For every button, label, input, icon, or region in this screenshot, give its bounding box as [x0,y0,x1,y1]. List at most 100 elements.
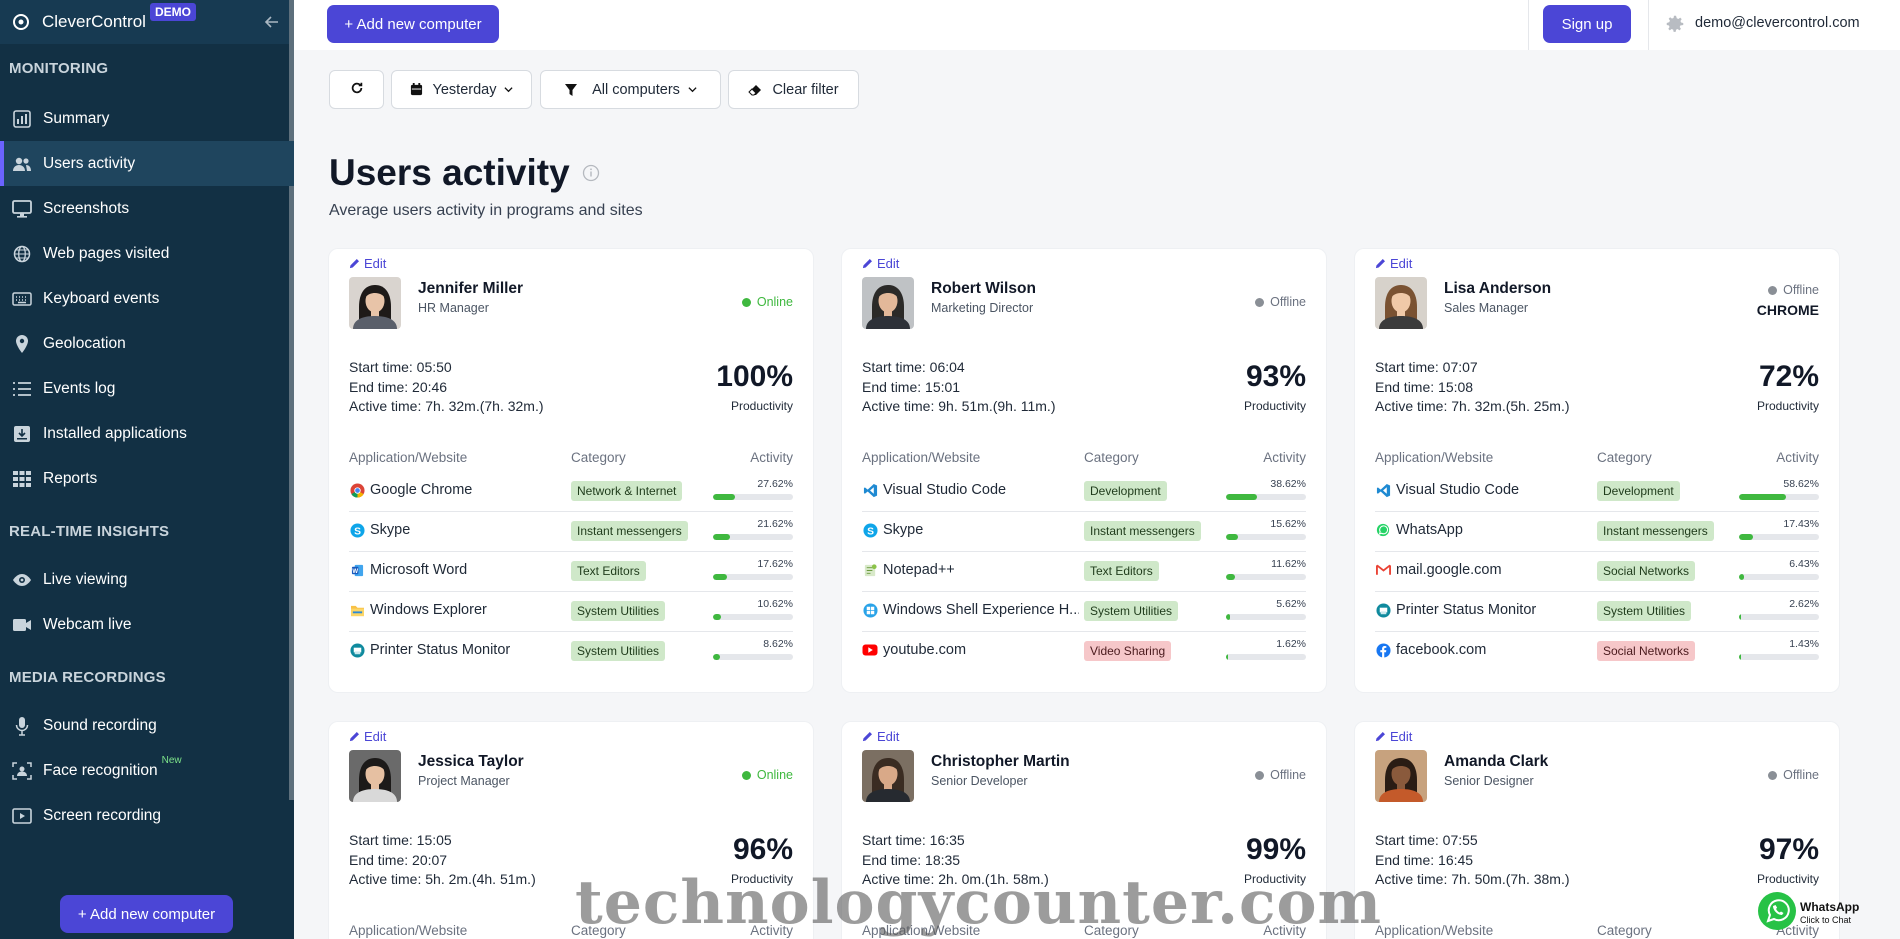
status-badge: Online [741,768,793,782]
time-summary: Start time: 07:55 End time: 16:45 Active… [1375,831,1570,890]
app-name: Printer Status Monitor [1396,602,1537,618]
header-app: Application/Website [1375,450,1494,465]
activity-percent: 21.62% [757,518,793,530]
sidebar-item-screenshots[interactable]: Screenshots [0,186,294,231]
sign-up-button[interactable]: Sign up [1543,5,1631,43]
productivity-value: 72% [1758,360,1819,393]
user-name[interactable]: Jennifer Miller [418,280,524,297]
facebook-icon [1375,642,1391,658]
avatar [862,277,914,329]
sidebar-item-screen-recording[interactable]: Screen recording [0,793,294,838]
end-time: End time: 15:01 [862,378,961,395]
user-name[interactable]: Christopher Martin [931,753,1070,770]
edit-link[interactable]: Edit [1375,256,1412,271]
user-role: Project Manager [418,774,510,788]
add-computer-button[interactable]: + Add new computer [327,5,499,43]
user-name[interactable]: Jessica Taylor [418,753,524,770]
category-badge: Social Networks [1597,561,1696,581]
active-time: Active time: 9h. 51m.(9h. 11m.) [862,398,1056,414]
app-row: Visual Studio Code Development 58.62% [1375,472,1819,512]
sidebar-item-web-pages-visited[interactable]: Web pages visited [0,231,294,276]
brand-name: CleverControl [42,12,146,31]
sidebar-item-reports[interactable]: Reports [0,456,294,501]
whatsapp-widget[interactable]: WhatsApp Click to Chat [1756,890,1859,937]
grid-icon [11,468,33,490]
refresh-button[interactable] [329,70,384,109]
camera-icon [11,614,33,636]
activity-bar-fill [1226,494,1257,500]
header-app: Application/Website [1375,923,1494,938]
chevron-down-icon [504,85,514,94]
sidebar-item-face-recognition[interactable]: Face recognition New [0,748,294,793]
avatar [862,750,914,802]
start-time: Start time: 16:35 [862,832,965,848]
header-app: Application/Website [862,923,981,938]
sidebar-item-keyboard-events[interactable]: Keyboard events [0,276,294,321]
category-badge: System Utilities [1597,601,1692,621]
activity-bar [713,614,793,620]
chevron-down-icon [688,85,697,94]
edit-link[interactable]: Edit [1375,729,1412,744]
status-dot-icon [1768,770,1778,780]
sidebar-item-events-log[interactable]: Events log [0,366,294,411]
keyboard-icon [11,288,33,310]
activity-percent: 1.62% [1276,638,1306,650]
user-name[interactable]: Amanda Clark [1444,753,1549,770]
status-label: Offline [1270,768,1306,782]
activity-percent: 6.43% [1789,558,1819,570]
edit-label: Edit [1390,256,1413,271]
activity-bar-fill [713,614,722,620]
time-summary: Start time: 16:35 End time: 18:35 Active… [862,831,1049,890]
sidebar-item-label: Face recognition [43,761,158,779]
status-dot-icon [741,770,751,780]
start-time: Start time: 05:50 [349,359,452,375]
activity-bar-fill [713,574,728,580]
user-card-christopher-martin: Edit Christopher Martin Senior Developer… [842,722,1326,939]
sidebar-item-users-activity[interactable]: Users activity [0,141,294,186]
activity-bar [713,494,793,500]
current-app: CHROME [1756,302,1819,318]
date-filter[interactable]: Yesterday [391,70,532,109]
user-role: Senior Developer [931,774,1028,788]
sidebar-item-sound-recording[interactable]: Sound recording [0,703,294,748]
edit-link[interactable]: Edit [862,729,899,744]
category-badge: Instant messengers [571,521,688,541]
whatsapp-text: WhatsApp Click to Chat [1800,900,1859,927]
sidebar-item-installed-applications[interactable]: Installed applications [0,411,294,456]
computers-filter[interactable]: All computers [540,70,721,109]
user-name[interactable]: Lisa Anderson [1444,280,1552,297]
user-name[interactable]: Robert Wilson [931,280,1036,297]
vscode-icon [862,482,878,498]
status-badge: Online [741,295,793,309]
folder-icon [349,602,365,618]
app-row: Windows Shell Experience H... System Uti… [862,592,1306,632]
sidebar-item-live-viewing[interactable]: Live viewing [0,557,294,602]
activity-percent: 58.62% [1783,478,1819,490]
edit-link[interactable]: Edit [349,256,386,271]
activity-percent: 5.62% [1276,598,1306,610]
sidebar-scrollbar[interactable] [289,0,294,800]
gear-icon[interactable] [1663,12,1687,36]
sidebar-item-label: Reports [43,469,98,487]
sidebar-item-summary[interactable]: Summary [0,96,294,141]
avatar [349,750,401,802]
edit-link[interactable]: Edit [349,729,386,744]
play-icon [11,805,33,827]
start-time: Start time: 15:05 [349,832,452,848]
collapse-arrow-icon[interactable] [262,12,282,32]
app-row: youtube.com Video Sharing 1.62% [862,632,1306,672]
user-email[interactable]: demo@clevercontrol.com [1695,15,1860,31]
header-app: Application/Website [862,450,981,465]
sidebar-item-geolocation[interactable]: Geolocation [0,321,294,366]
clear-filter-button[interactable]: Clear filter [728,70,859,109]
app-row: Printer Status Monitor System Utilities … [349,632,793,672]
sidebar-item-webcam-live[interactable]: Webcam live [0,602,294,647]
edit-link[interactable]: Edit [862,256,899,271]
edit-label: Edit [364,256,387,271]
activity-percent: 17.62% [757,558,793,570]
sidebar-add-computer-button[interactable]: + Add new computer [60,895,233,933]
productivity-label: Productivity [730,399,793,413]
info-icon[interactable] [582,164,600,182]
app-row: mail.google.com Social Networks 6.43% [1375,552,1819,592]
header-app: Application/Website [349,923,468,938]
